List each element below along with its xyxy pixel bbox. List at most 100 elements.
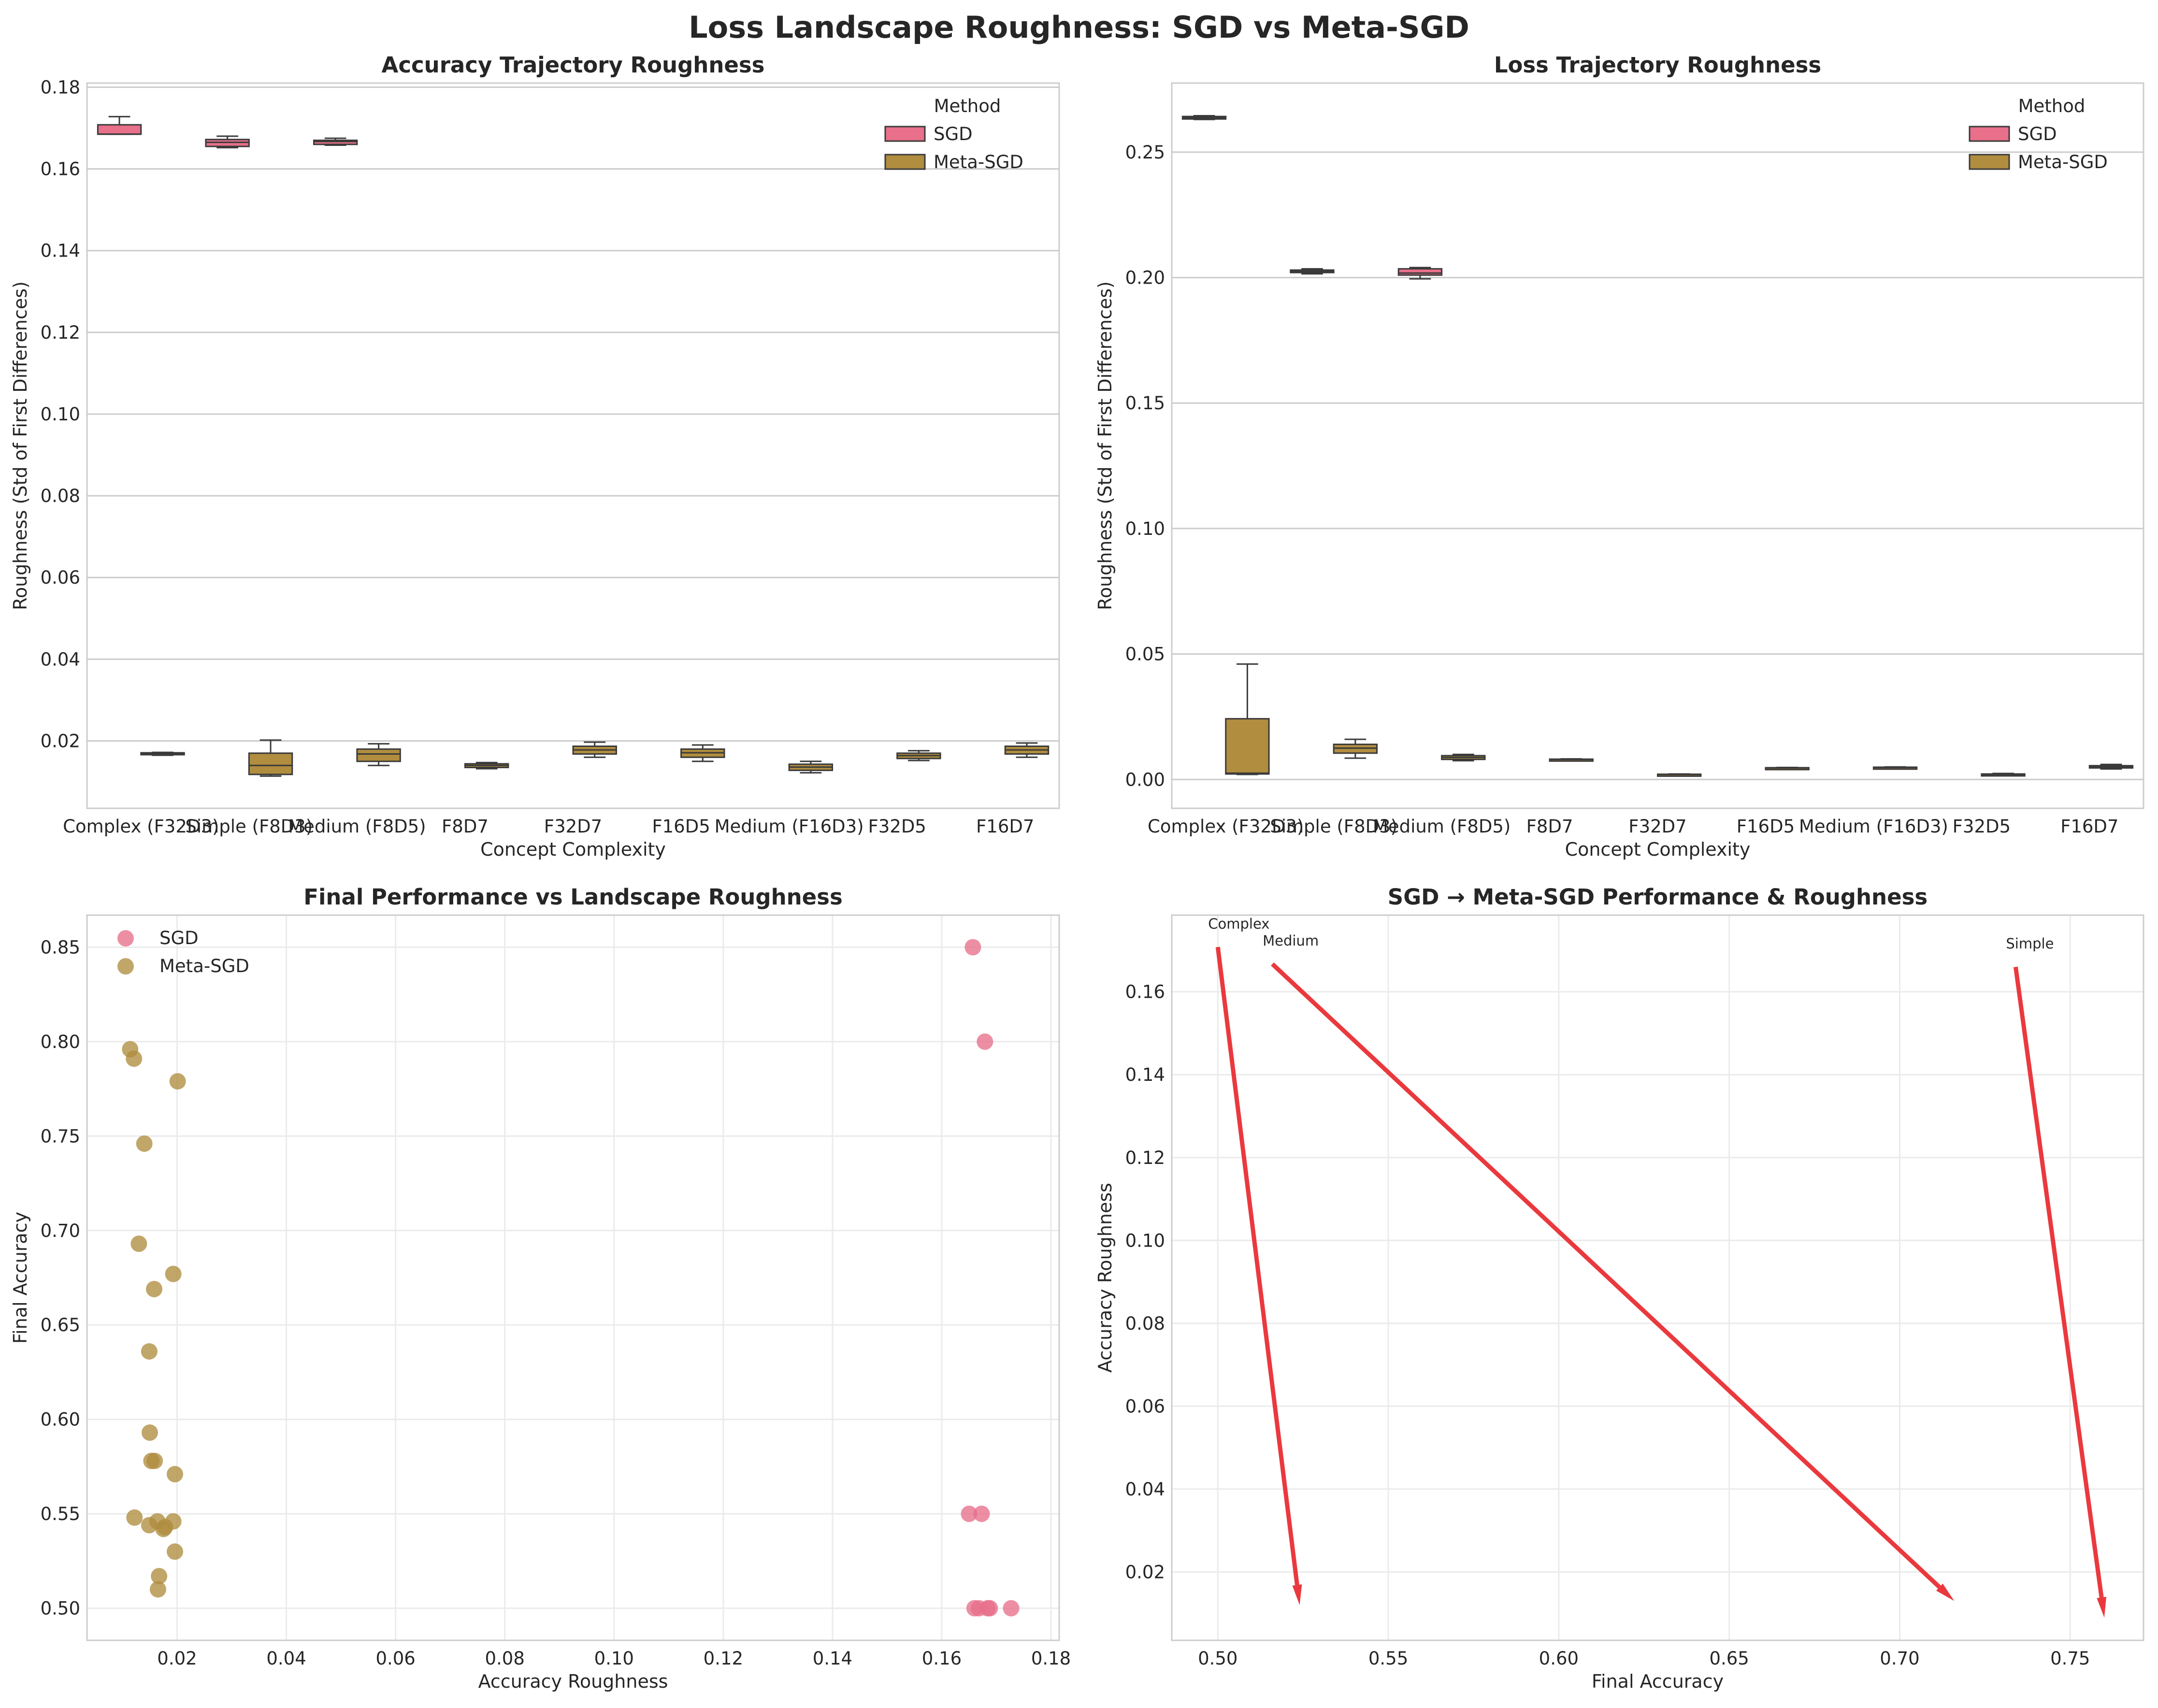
legend: Method SGD Meta-SGD bbox=[884, 96, 1023, 172]
y-tick-label: 0.18 bbox=[41, 77, 80, 98]
arrow-shaft bbox=[2013, 966, 2104, 1598]
point-sgd bbox=[964, 939, 981, 956]
y-tick-label: 0.25 bbox=[1125, 142, 1165, 163]
legend-label-sgd: SGD bbox=[2018, 124, 2057, 144]
x-tick-label: 0.55 bbox=[1368, 1648, 1408, 1669]
box-meta-sgd-f16d7 bbox=[1004, 742, 1050, 758]
y-tick-label: 0.70 bbox=[41, 1220, 80, 1241]
point-meta-sgd bbox=[130, 1235, 147, 1252]
x-tick-label: 0.18 bbox=[1031, 1648, 1071, 1669]
legend-marker-sgd bbox=[117, 930, 134, 947]
figure-title: Loss Landscape Roughness: SGD vs Meta-SG… bbox=[689, 10, 1469, 45]
y-tick-label: 0.16 bbox=[1125, 982, 1165, 1003]
y-tick-label: 0.06 bbox=[41, 567, 80, 588]
y-tick-label: 0.12 bbox=[1125, 1148, 1165, 1168]
box-meta-sgd-medium-f8d5 bbox=[356, 743, 401, 766]
box-body bbox=[356, 748, 401, 762]
x-axis-label: Final Accuracy bbox=[1592, 1671, 1724, 1692]
point-meta-sgd bbox=[149, 1581, 166, 1598]
box-meta-sgd-simple-f8d3 bbox=[248, 739, 293, 777]
point-meta-sgd bbox=[165, 1513, 182, 1530]
x-tick-label: F16D5 bbox=[652, 816, 710, 837]
y-axis-label: Roughness (Std of First Differences) bbox=[1094, 281, 1116, 610]
legend-swatch-sgd bbox=[1969, 126, 2010, 142]
box-meta-sgd-complex-f32d3 bbox=[1225, 663, 1270, 775]
point-sgd bbox=[961, 1506, 978, 1522]
point-meta-sgd bbox=[141, 1343, 158, 1360]
x-tick-label: 0.50 bbox=[1198, 1648, 1237, 1669]
arrow-complex: Complex bbox=[1208, 916, 1302, 1606]
arrow-simple: Simple bbox=[2006, 935, 2107, 1618]
arrow-head bbox=[1936, 1583, 1955, 1601]
box-sgd-medium-f8d5 bbox=[313, 137, 358, 146]
legend-swatch-meta-sgd bbox=[1969, 154, 2010, 170]
box-sgd-simple-f8d3 bbox=[1290, 268, 1335, 275]
y-axis-label: Accuracy Roughness bbox=[1094, 1183, 1116, 1373]
y-tick-label: 0.05 bbox=[1125, 644, 1165, 665]
chart-title: Loss Trajectory Roughness bbox=[1494, 52, 1821, 78]
point-meta-sgd bbox=[141, 1424, 158, 1441]
box-body bbox=[97, 124, 142, 135]
point-meta-sgd bbox=[166, 1543, 183, 1560]
chart-title: SGD → Meta-SGD Performance & Roughness bbox=[1388, 884, 1928, 910]
box-meta-sgd-f16d5 bbox=[680, 744, 725, 762]
box-meta-sgd-medium-f16d3 bbox=[788, 761, 834, 774]
box-body bbox=[248, 752, 293, 775]
x-tick-label: Simple (F8D3) bbox=[185, 816, 313, 837]
y-tick-label: 0.00 bbox=[1125, 769, 1165, 790]
box-meta-sgd-f32d5 bbox=[896, 750, 941, 761]
y-tick-label: 0.10 bbox=[1125, 1230, 1165, 1251]
x-tick-label: 0.02 bbox=[157, 1648, 197, 1669]
y-tick-label: 0.04 bbox=[1125, 1479, 1165, 1500]
chart-title: Final Performance vs Landscape Roughness bbox=[303, 884, 842, 910]
x-tick-label: 0.65 bbox=[1709, 1648, 1749, 1669]
arrow-label: Simple bbox=[2006, 935, 2054, 952]
point-meta-sgd bbox=[169, 1073, 186, 1090]
legend-label-meta-sgd: Meta-SGD bbox=[934, 152, 1023, 172]
arrow-shaft bbox=[1215, 947, 1299, 1585]
x-tick-label: F32D7 bbox=[1628, 816, 1686, 837]
box-meta-sgd-f32d5 bbox=[1981, 773, 2026, 777]
x-tick-label: F8D7 bbox=[442, 816, 489, 837]
point-sgd bbox=[973, 1506, 990, 1522]
x-axis-label: Concept Complexity bbox=[1565, 839, 1751, 860]
plot-frame bbox=[1171, 914, 2144, 1641]
y-tick-label: 0.65 bbox=[41, 1315, 80, 1335]
plot-frame bbox=[86, 914, 1060, 1641]
legend-label-meta-sgd: Meta-SGD bbox=[2018, 152, 2108, 172]
x-tick-label: 0.12 bbox=[704, 1648, 743, 1669]
point-meta-sgd bbox=[166, 1466, 183, 1483]
box-meta-sgd-f16d7 bbox=[2088, 763, 2134, 770]
x-tick-label: 0.16 bbox=[922, 1648, 962, 1669]
y-tick-label: 0.50 bbox=[41, 1598, 80, 1619]
y-tick-label: 0.55 bbox=[41, 1504, 80, 1524]
arrow-head bbox=[1292, 1584, 1302, 1606]
box-sgd-complex-f32d3 bbox=[1181, 115, 1227, 120]
x-tick-label: F8D7 bbox=[1526, 816, 1573, 837]
performance-vs-roughness-scatter: 0.02 0.04 0.06 0.08 0.10 0.12 0.14 0.16 0.18 0.50… bbox=[10, 884, 1071, 1692]
x-tick-label: 0.06 bbox=[375, 1648, 415, 1669]
box-meta-sgd-simple-f8d3 bbox=[1333, 738, 1378, 759]
y-tick-label: 0.02 bbox=[41, 731, 80, 751]
x-tick-label: Simple (F8D3) bbox=[1270, 816, 1397, 837]
y-tick-label: 0.14 bbox=[41, 241, 80, 261]
x-tick-label: 0.70 bbox=[1880, 1648, 1919, 1669]
point-meta-sgd bbox=[165, 1265, 182, 1282]
arrow-label: Medium bbox=[1263, 933, 1319, 949]
legend-title: Method bbox=[934, 96, 1001, 116]
point-sgd bbox=[1003, 1600, 1020, 1617]
legend: SGD Meta-SGD bbox=[117, 928, 249, 976]
box-sgd-medium-f8d5 bbox=[1397, 267, 1443, 280]
x-axis-label: Accuracy Roughness bbox=[478, 1671, 668, 1692]
x-tick-label: F32D5 bbox=[868, 816, 926, 837]
y-tick-label: 0.08 bbox=[1125, 1313, 1165, 1334]
x-tick-label: 0.04 bbox=[266, 1648, 306, 1669]
y-tick-label: 0.10 bbox=[1125, 518, 1165, 539]
x-tick-label: 0.60 bbox=[1539, 1648, 1579, 1669]
x-tick-label: 0.08 bbox=[485, 1648, 525, 1669]
accuracy-roughness-boxplot: 0.02 0.04 0.06 0.08 0.10 0.12 0.14 0.16 0.18 Comp… bbox=[10, 52, 1060, 860]
point-sgd bbox=[981, 1600, 998, 1617]
y-tick-label: 0.85 bbox=[41, 937, 80, 958]
box-meta-sgd-medium-f8d5 bbox=[1441, 753, 1486, 761]
